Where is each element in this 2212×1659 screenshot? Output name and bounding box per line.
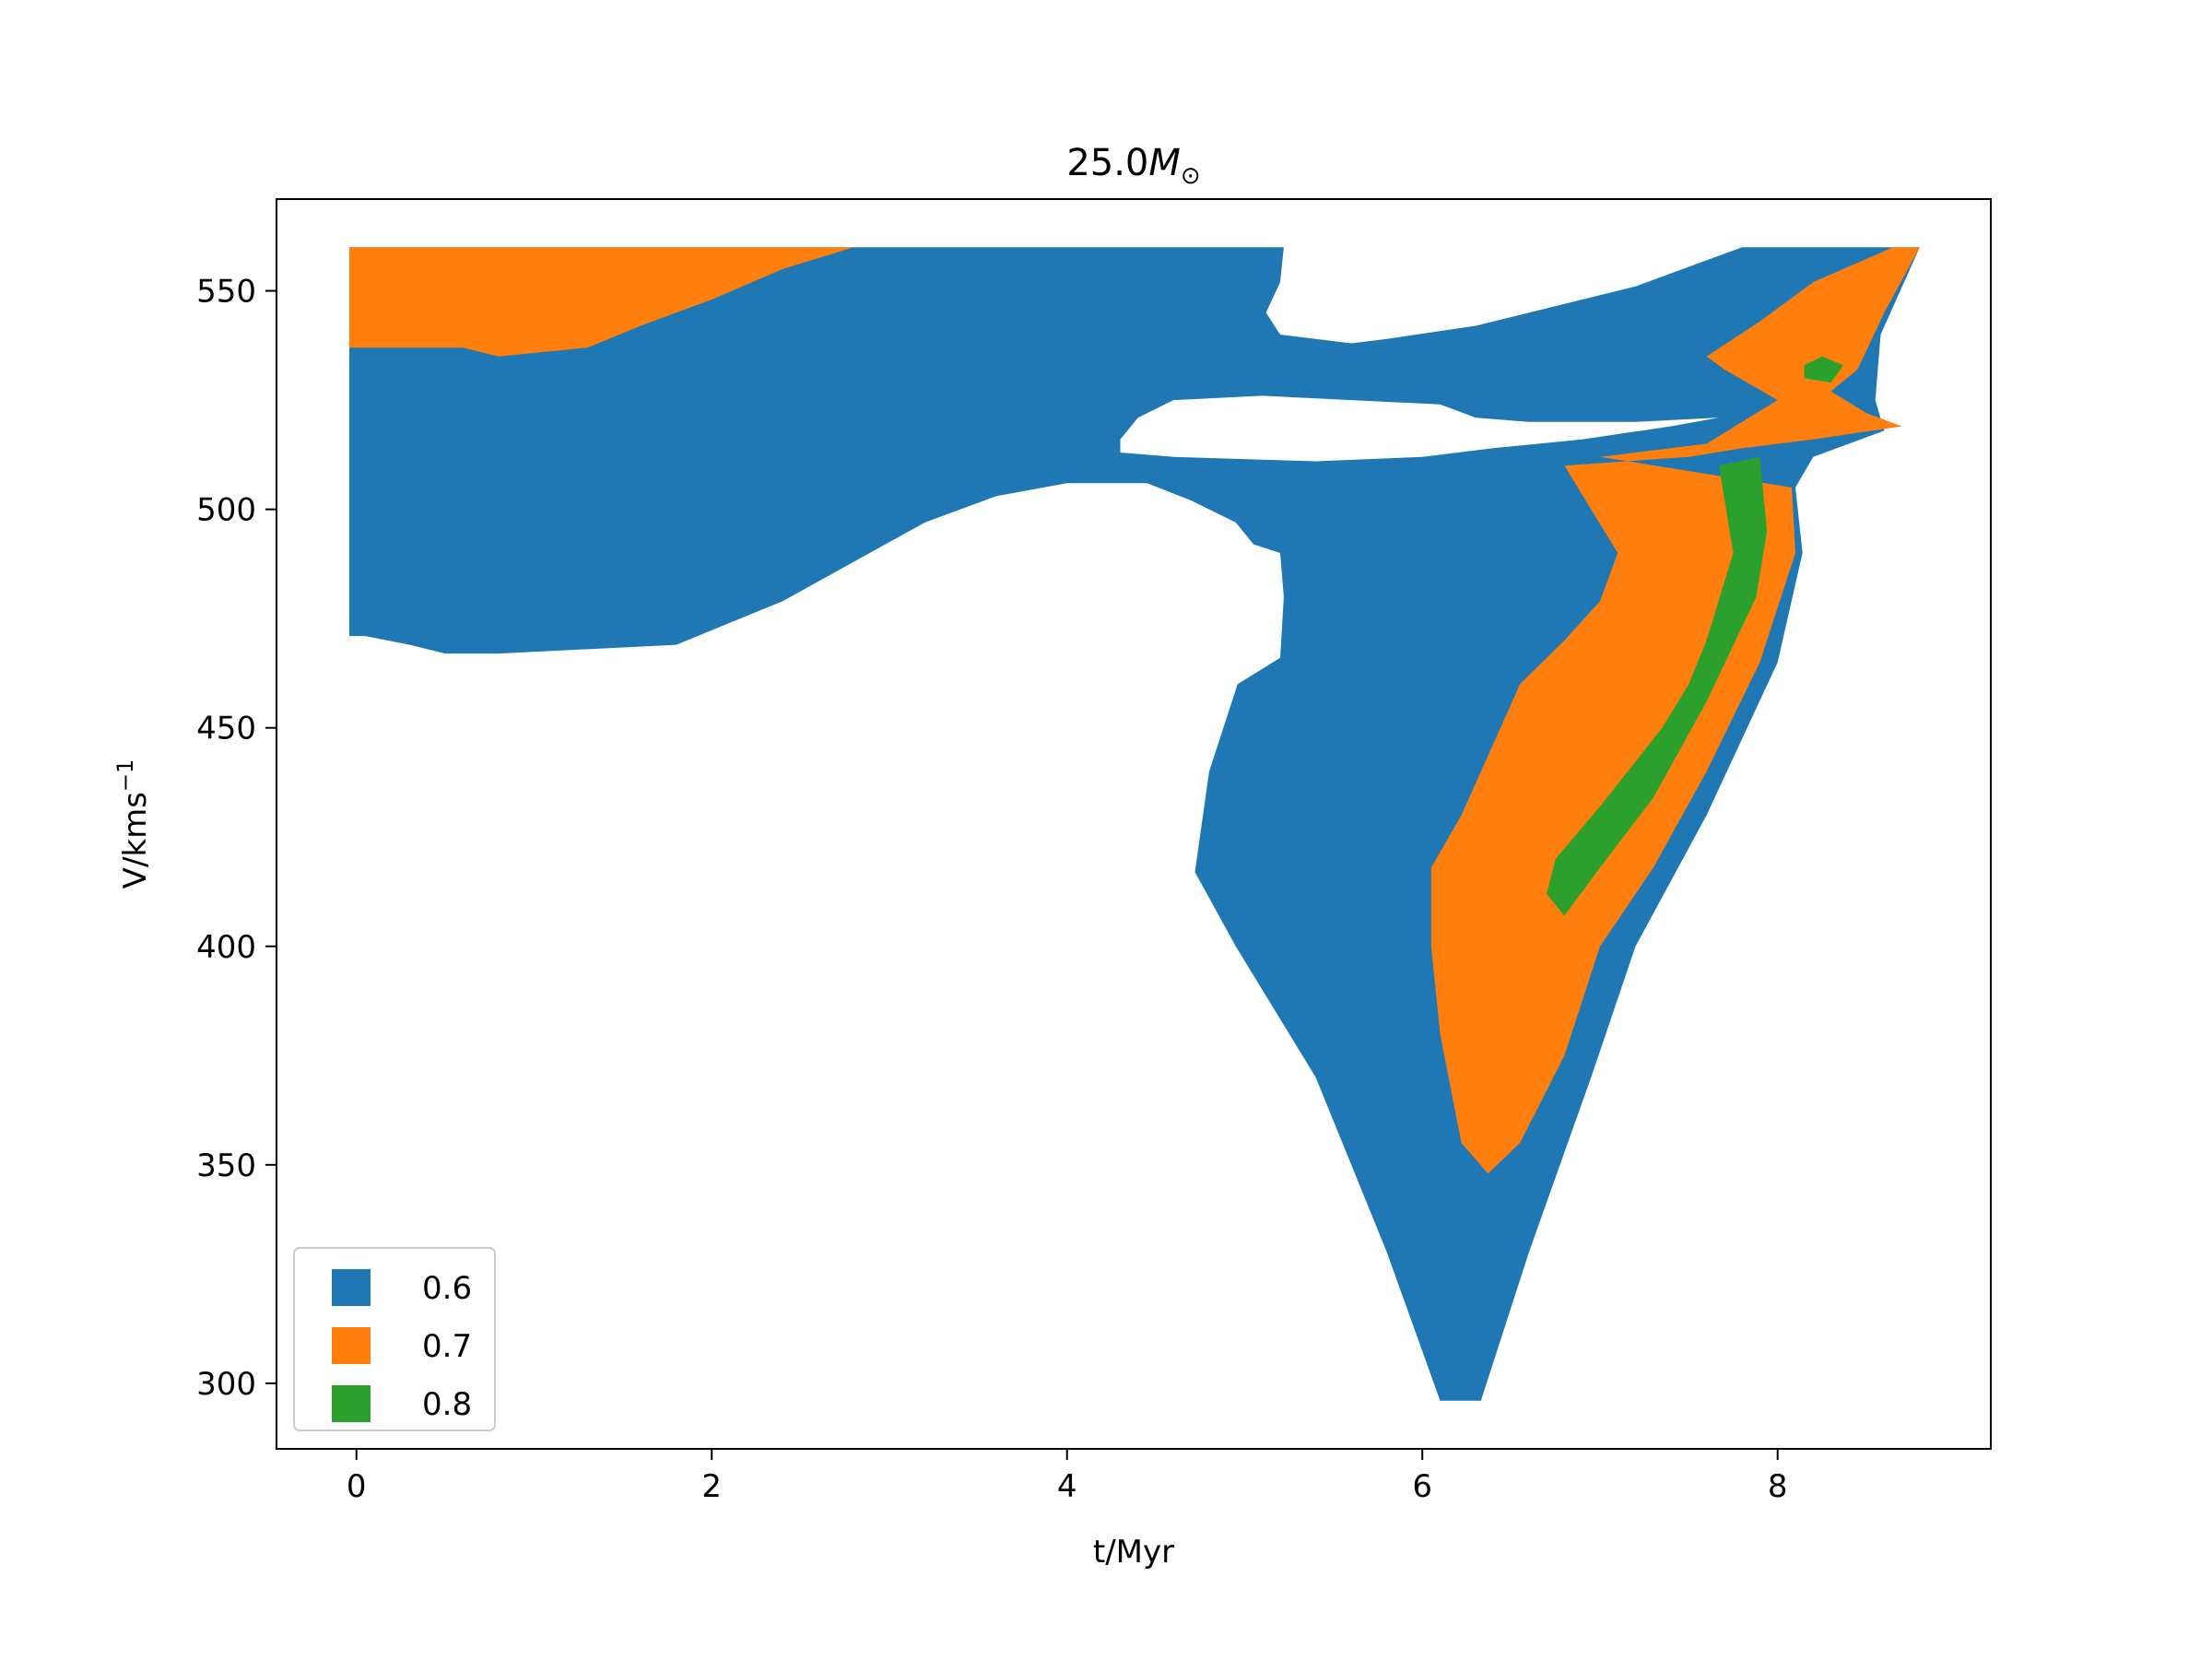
- x-axis: 0 2 4 6 8: [347, 1449, 1788, 1505]
- y-tick-label: 450: [196, 711, 256, 747]
- legend-swatch-0-6: [332, 1269, 371, 1306]
- legend-label-0-8: 0.8: [422, 1386, 472, 1423]
- x-axis-label: t/Myr: [1093, 1534, 1174, 1571]
- legend-swatch-0-8: [332, 1385, 371, 1422]
- region-series-0-8: [1547, 356, 1843, 916]
- x-tick-label: 0: [347, 1468, 367, 1505]
- x-tick-label: 8: [1768, 1468, 1788, 1505]
- y-axis-label: V/kms−1: [112, 759, 154, 889]
- legend-items: 0.6 0.7 0.8: [332, 1269, 472, 1423]
- x-tick-label: 4: [1057, 1468, 1077, 1505]
- legend-swatch-0-7: [332, 1327, 371, 1364]
- x-tick-label: 2: [701, 1468, 722, 1505]
- y-tick-label: 550: [196, 274, 256, 311]
- legend: 0.6 0.7 0.8: [293, 1247, 496, 1431]
- y-tick-label: 300: [196, 1366, 256, 1403]
- legend-label-0-7: 0.7: [422, 1328, 472, 1365]
- plot-frame: [276, 198, 1992, 1450]
- y-tick-label: 400: [196, 929, 256, 966]
- chart-title: 25.0M⊙: [1066, 142, 1200, 190]
- y-tick-label: 350: [196, 1147, 256, 1184]
- region-series-0-7: [349, 247, 1920, 1174]
- x-tick-label: 6: [1412, 1468, 1432, 1505]
- y-tick-label: 500: [196, 492, 256, 529]
- y-axis: 300 350 400 450 500 550: [196, 274, 276, 1403]
- plot-area: [349, 247, 1920, 1401]
- region-series-0-6: [349, 247, 1920, 1401]
- regions-layer: [349, 247, 1920, 1401]
- legend-label-0-6: 0.6: [422, 1270, 472, 1307]
